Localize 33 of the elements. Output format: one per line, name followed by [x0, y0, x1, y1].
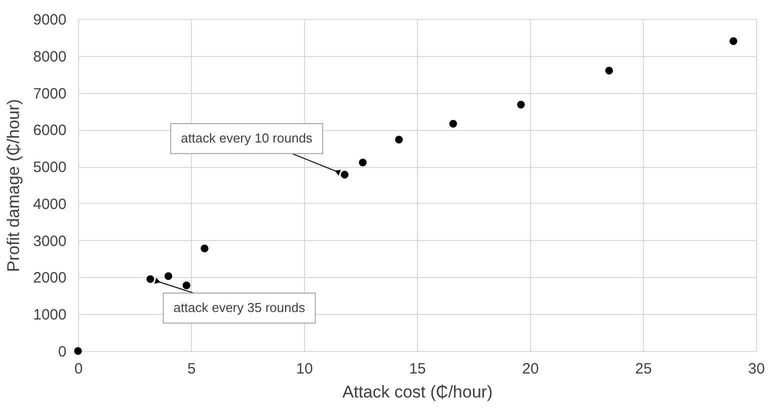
y-tick-label: 7000 [33, 85, 66, 102]
point [200, 244, 208, 252]
point [517, 100, 525, 108]
annotation: attack every 35 rounds [174, 300, 306, 316]
x-tick-label: 25 [635, 360, 652, 378]
point [164, 272, 172, 280]
point [395, 136, 403, 144]
y-tick-label: 0 [58, 344, 66, 360]
y-tick-label: 9000 [33, 12, 66, 28]
point [358, 158, 367, 166]
y-tick-label: 6000 [33, 122, 66, 140]
point [605, 66, 613, 75]
x-tick-label: 10 [296, 360, 313, 378]
y-tick-label: 8000 [33, 48, 66, 66]
point [146, 275, 154, 283]
x-tick-label: 5 [187, 360, 196, 378]
y-tick-label: 2000 [33, 270, 66, 287]
y-tick-label: 4000 [33, 196, 66, 213]
x-tick-label: 15 [409, 360, 426, 378]
point [74, 347, 82, 355]
annotation: attack every 10 rounds [180, 130, 313, 146]
y-tick-label: 1000 [33, 306, 66, 324]
y-tick-label: 5000 [33, 159, 66, 176]
y-tick-label: 3000 [33, 232, 66, 250]
x-tick-label: 20 [522, 360, 539, 378]
x-axis-title: Attack cost (₵/hour) [342, 382, 493, 402]
point [449, 120, 458, 128]
x-tick-label: 30 [748, 360, 765, 378]
point [340, 170, 349, 179]
point [182, 281, 190, 290]
y-axis-title: Profit damage (₵/hour) [4, 99, 24, 272]
point [730, 37, 738, 45]
x-tick-label: 0 [74, 360, 83, 378]
